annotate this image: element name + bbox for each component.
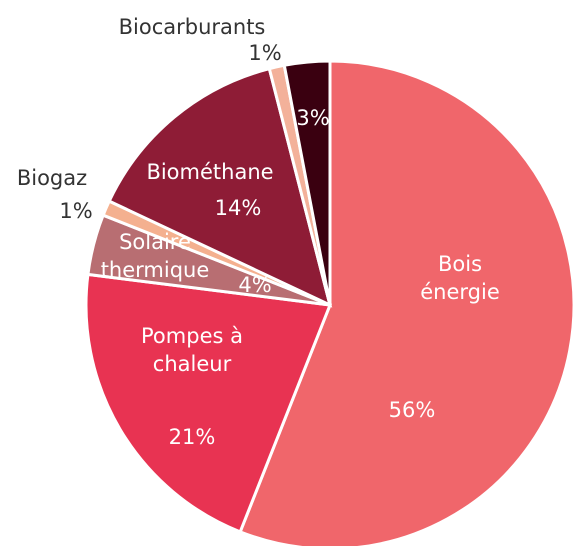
slice-label: Bois énergie <box>420 252 500 304</box>
slice-label: Autre <box>306 32 364 56</box>
slice-label: Biogaz <box>16 166 88 190</box>
value-label: 4% <box>238 273 272 297</box>
value-label: 21% <box>168 425 216 449</box>
slice-label: Biocarburants <box>118 15 266 39</box>
value-label: 1% <box>59 199 93 223</box>
value-label: 3% <box>296 106 330 130</box>
value-label: 14% <box>214 196 262 220</box>
pie-slice <box>84 272 333 534</box>
value-label: 1% <box>248 41 282 65</box>
slice-label: Biométhane <box>146 160 274 184</box>
pie-slice <box>107 66 333 308</box>
slice-label: Solaire thermique <box>100 230 210 282</box>
pie-slice <box>238 59 573 546</box>
slice-label: Pompes à chaleur <box>141 324 243 376</box>
value-label: 56% <box>388 398 436 422</box>
pie-slice <box>282 59 332 306</box>
